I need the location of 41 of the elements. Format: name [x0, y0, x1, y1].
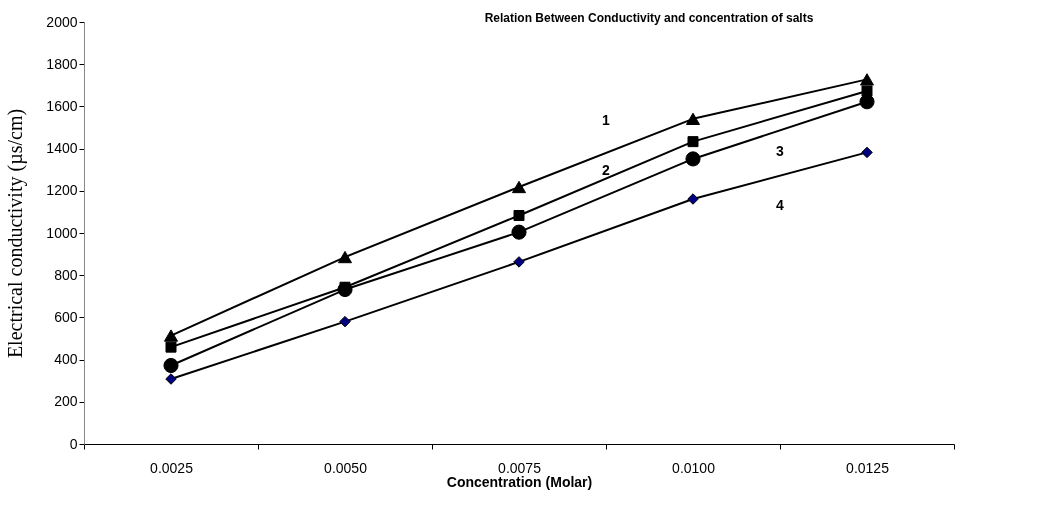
y-tick-label: 0 [69, 435, 78, 452]
point [685, 151, 701, 167]
point [513, 209, 525, 221]
point [685, 112, 701, 125]
chart-title: Relation Between Conductivity and concentration of salts [484, 11, 814, 25]
x-tick-label: 0.0025 [150, 459, 194, 476]
point [687, 136, 699, 148]
point [513, 256, 525, 268]
x-tick-label: 0.0075 [498, 459, 542, 476]
point [163, 357, 179, 374]
x-tick-label: 0.0100 [672, 459, 716, 476]
point [337, 250, 353, 264]
point [163, 329, 179, 342]
point [859, 94, 875, 110]
point [511, 180, 527, 194]
series-label: 2 [602, 161, 611, 178]
point [339, 315, 351, 328]
y-tick-label: 1200 [46, 182, 78, 199]
y-tick-label: 1400 [46, 140, 78, 157]
point [687, 193, 699, 205]
series-label: 1 [602, 111, 611, 128]
y-tick-label: 1000 [46, 224, 78, 241]
point [337, 281, 353, 298]
series-label: 3 [776, 143, 785, 160]
y-tick-label: 800 [54, 266, 78, 283]
y-tick-label: 200 [54, 393, 78, 410]
x-tick-label: 0.0125 [846, 459, 890, 476]
point [165, 341, 177, 353]
y-tick-label: 1800 [46, 55, 78, 72]
point [511, 224, 527, 240]
series-label: 4 [776, 196, 785, 213]
y-tick-label: 1600 [46, 97, 78, 114]
point [859, 73, 875, 86]
y-axis-title: Electrical conductivity (µs/cm) [4, 108, 28, 359]
y-tick-label: 400 [54, 351, 78, 368]
point [861, 146, 873, 159]
y-tick-label: 2000 [46, 13, 78, 30]
y-tick-label: 600 [54, 308, 78, 325]
x-tick-label: 0.0050 [324, 459, 368, 476]
x-axis-title: Concentration (Molar) [446, 473, 593, 490]
point [165, 373, 177, 385]
